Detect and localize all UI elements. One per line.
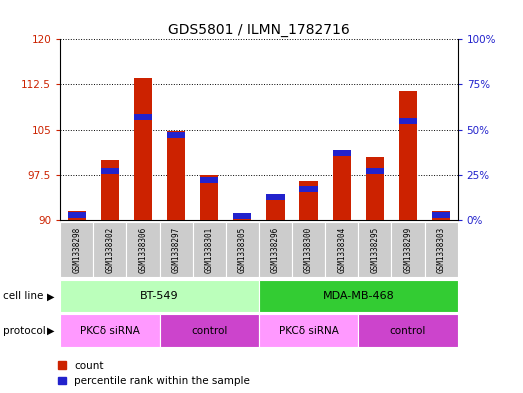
Bar	[292, 222, 325, 277]
Text: GSM1338296: GSM1338296	[271, 226, 280, 273]
Text: cell line: cell line	[3, 291, 43, 301]
Bar	[300, 181, 317, 220]
Text: ▶: ▶	[48, 291, 55, 301]
Text: GSM1338304: GSM1338304	[337, 226, 346, 273]
Text: GSM1338301: GSM1338301	[204, 226, 214, 273]
Bar	[399, 118, 417, 124]
Bar	[259, 314, 358, 347]
Bar	[93, 222, 127, 277]
Text: control: control	[390, 325, 426, 336]
Bar	[233, 213, 252, 219]
Bar	[226, 222, 259, 277]
Bar	[259, 280, 458, 312]
Text: GSM1338300: GSM1338300	[304, 226, 313, 273]
Bar	[358, 222, 391, 277]
Bar	[192, 222, 226, 277]
Bar	[266, 194, 285, 200]
Bar	[432, 212, 450, 218]
Bar	[233, 218, 252, 220]
Legend: count, percentile rank within the sample: count, percentile rank within the sample	[58, 361, 250, 386]
Text: control: control	[191, 325, 228, 336]
Bar	[399, 90, 417, 220]
Text: GSM1338303: GSM1338303	[437, 226, 446, 273]
Text: GSM1338306: GSM1338306	[139, 226, 147, 273]
Bar	[160, 222, 192, 277]
Bar	[101, 160, 119, 220]
Bar	[200, 175, 218, 220]
Bar	[333, 150, 351, 156]
Text: ▶: ▶	[48, 325, 55, 336]
Bar	[67, 212, 86, 218]
Bar	[266, 199, 285, 220]
Bar	[60, 222, 93, 277]
Bar	[127, 222, 160, 277]
Bar	[160, 314, 259, 347]
Text: GSM1338297: GSM1338297	[172, 226, 180, 273]
Bar	[358, 314, 458, 347]
Bar	[167, 131, 185, 220]
Bar	[67, 211, 86, 220]
Bar	[167, 132, 185, 138]
Bar	[432, 211, 450, 220]
Bar	[325, 222, 358, 277]
Text: GSM1338299: GSM1338299	[403, 226, 413, 273]
Title: GDS5801 / ILMN_1782716: GDS5801 / ILMN_1782716	[168, 23, 350, 37]
Text: BT-549: BT-549	[140, 291, 179, 301]
Bar	[200, 177, 218, 183]
Text: MDA-MB-468: MDA-MB-468	[322, 291, 394, 301]
Bar	[366, 168, 384, 174]
Text: PKCδ siRNA: PKCδ siRNA	[80, 325, 140, 336]
Text: protocol: protocol	[3, 325, 46, 336]
Bar	[259, 222, 292, 277]
Bar	[101, 168, 119, 174]
Text: GSM1338298: GSM1338298	[72, 226, 81, 273]
Bar	[60, 280, 259, 312]
Bar	[134, 114, 152, 120]
Bar	[333, 151, 351, 220]
Bar	[366, 157, 384, 220]
Text: GSM1338302: GSM1338302	[105, 226, 115, 273]
Bar	[134, 79, 152, 220]
Text: GSM1338305: GSM1338305	[238, 226, 247, 273]
Bar	[425, 222, 458, 277]
Text: PKCδ siRNA: PKCδ siRNA	[279, 325, 338, 336]
Text: GSM1338295: GSM1338295	[370, 226, 379, 273]
Bar	[60, 314, 160, 347]
Bar	[391, 222, 425, 277]
Bar	[300, 186, 317, 192]
